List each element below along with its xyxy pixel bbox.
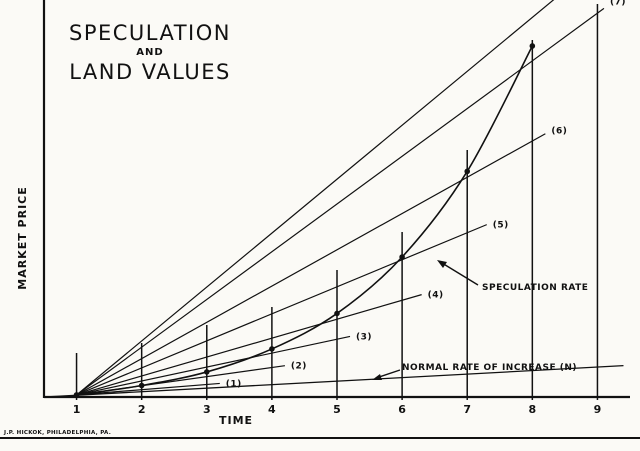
x-tick-label-2: 2: [138, 403, 146, 416]
curve-point-5: [334, 310, 340, 317]
x-tick-label-6: 6: [398, 403, 406, 416]
speculation-rate-arrow: [441, 262, 479, 286]
x-tick-label-8: 8: [529, 403, 537, 416]
chord-line-3: [76, 335, 351, 396]
normal-rate-line: [43, 365, 624, 398]
x-tick-label-4: 4: [268, 403, 276, 416]
chart-title-line-1: SPECULATION: [69, 21, 231, 45]
curve-point-1: [73, 392, 80, 398]
x-tick-labels: 1 2 3 4 5 6 7 8 9: [73, 403, 602, 416]
y-axis-label: MARKET PRICE: [16, 186, 29, 290]
speculation-curve-series: [76, 45, 534, 396]
x-tick-label-3: 3: [203, 403, 211, 416]
chart-title-line-2: AND: [136, 47, 163, 58]
chord-label-5: (5): [493, 221, 509, 231]
chord-label-6: (6): [551, 127, 567, 137]
chord-lines: [76, 0, 605, 396]
curve-point-6: [399, 254, 405, 260]
normal-rate-label: NORMAL RATE OF INCREASE (N): [402, 363, 577, 373]
x-tick-label-9: 9: [594, 403, 602, 416]
curve-point-2: [138, 382, 145, 389]
chord-label-3: (3): [356, 332, 372, 342]
x-tick-label-5: 5: [333, 403, 341, 416]
chord-label-2: (2): [291, 362, 307, 372]
curve-point-3: [203, 369, 210, 375]
x-axis-label: TIME: [219, 414, 253, 427]
curve-point-4: [269, 346, 275, 352]
chord-line-7: [76, 7, 605, 396]
speculation-rate-arrowhead: [437, 260, 447, 268]
chord-labels: (1)(2)(3)(4)(5)(6)(7)(8): [226, 0, 626, 389]
curve-point-8: [529, 43, 536, 49]
x-tick-label-1: 1: [73, 403, 81, 416]
chord-label-1: (1): [226, 379, 242, 389]
speculation-rate-label: SPECULATION RATE: [482, 283, 588, 293]
chord-line-6: [76, 133, 546, 396]
chart-title-line-3: LAND VALUES: [69, 60, 231, 84]
speculation-curve: [76, 45, 534, 396]
chord-line-8: [76, 0, 555, 396]
normal-rate-series: [43, 365, 624, 398]
chord-label-7: (7): [610, 0, 626, 7]
curve-point-7: [464, 168, 471, 175]
credit-text: J.P. HICKOK, PHILADELPHIA, PA.: [3, 430, 111, 436]
chord-label-4: (4): [428, 291, 444, 301]
curve-points: [73, 43, 536, 398]
chord-line-1: [76, 382, 220, 396]
x-tick-label-7: 7: [463, 403, 471, 416]
normal-rate-arrowhead: [372, 374, 382, 380]
chord-line-5: [76, 224, 487, 396]
chord-line-4: [76, 294, 422, 396]
